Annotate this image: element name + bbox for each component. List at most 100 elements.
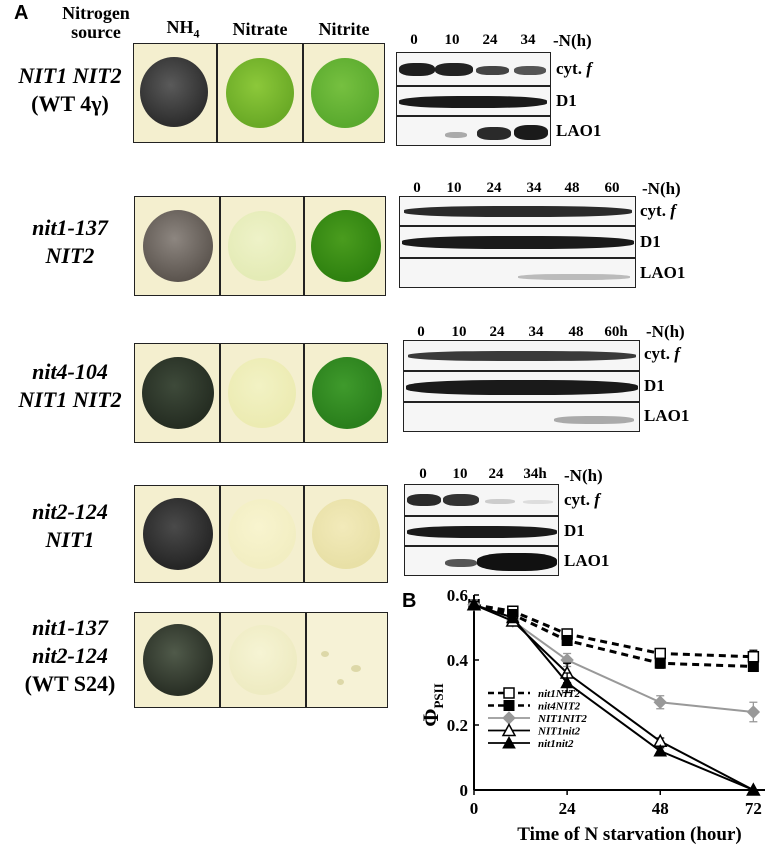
- nitrogen-header-line1: Nitrogen: [62, 3, 130, 23]
- plate-row4-nitrate: [220, 485, 304, 583]
- cytf-label-row4: cyt. f: [564, 490, 600, 510]
- x-tick-label: 24: [559, 799, 577, 818]
- cytf-prefix: cyt.: [556, 59, 587, 78]
- nitrite-column-header: Nitrite: [318, 19, 370, 39]
- x-tick-label: 0: [470, 799, 479, 818]
- series-line-nit1nit2: [473, 603, 754, 791]
- timepoint-row3-0: 0: [417, 324, 425, 340]
- strain-row2-line1: nit1-137: [32, 215, 108, 240]
- lao1-label-row2: LAO1: [640, 263, 686, 282]
- strain-row5-line3: (WT S24): [24, 671, 116, 696]
- y-tick-label: 0.2: [447, 716, 468, 735]
- colony-row3-nitrate: [228, 358, 296, 428]
- time-unit-row4: -N(h): [564, 466, 603, 485]
- timepoint-row4-0: 0: [419, 466, 427, 482]
- strain-row5-line1: nit1-137: [32, 615, 108, 640]
- timepoint-row2-2: 24: [486, 180, 502, 196]
- timepoint-row3-2: 24: [489, 324, 505, 340]
- time-unit-row1: -N(h): [553, 31, 592, 50]
- x-tick-label: 48: [652, 799, 669, 818]
- band: [476, 66, 509, 75]
- colony-row1-nh4: [140, 57, 208, 127]
- plate-row2-nitrate: [220, 196, 304, 296]
- blot-row2-cytf: [399, 196, 636, 226]
- strain-row4-line1: nit2-124: [32, 499, 108, 524]
- lao1-label-row1: LAO1: [556, 121, 602, 140]
- time-unit-row2: -N(h): [642, 179, 681, 198]
- colony-row3-nitrite: [312, 357, 382, 429]
- series-line-NIT1nit2: [473, 603, 754, 791]
- band: [399, 96, 547, 108]
- y-tick-label: 0.4: [447, 651, 469, 670]
- plate-row2-nitrite: [304, 196, 386, 296]
- blot-row2-d1: [399, 226, 636, 258]
- strain-label-row4: nit2-124 NIT1: [2, 498, 138, 554]
- timepoint-row3-5: 60h: [604, 324, 628, 340]
- plate-row1-nitrite: [303, 43, 385, 143]
- timepoint-row2-5: 60: [604, 180, 620, 196]
- strain-row4-line2: NIT1: [45, 527, 95, 552]
- blot-row4-cytf: [404, 484, 559, 516]
- blot-row1-lao1: [396, 116, 551, 146]
- blot-row3-lao1: [403, 402, 640, 432]
- timepoint-row4-3: 34h: [523, 466, 547, 482]
- timepoint-row1-1: 10: [444, 32, 460, 48]
- lao1-label-row3: LAO1: [644, 406, 690, 425]
- legend-marker-nit1NIT2: [503, 687, 515, 699]
- plate-row4-nitrite: [304, 485, 388, 583]
- cytf-italic: f: [674, 344, 680, 363]
- x-axis-label: Time of N starvation (hour): [517, 824, 741, 845]
- nh4-base: NH: [166, 17, 194, 37]
- strain-row1-line2: (WT 4γ): [31, 91, 109, 116]
- nh4-subscript: 4: [193, 26, 200, 41]
- d1-label-row4: D1: [564, 521, 585, 540]
- data-point-nit4NIT2: [747, 661, 759, 672]
- plate-row1-nh4: [133, 43, 217, 143]
- colony-row1-nitrate: [226, 58, 294, 128]
- colony-row1-nitrite: [311, 58, 379, 128]
- timepoint-row1-0: 0: [410, 32, 418, 48]
- data-point-nit1nit2: [653, 743, 668, 757]
- colony-row5-nh4: [143, 624, 213, 696]
- strain-label-row1: NIT1 NIT2 (WT 4γ): [2, 62, 138, 118]
- data-point-nit1nit2: [505, 610, 520, 624]
- legend-label-nit1nit2: nit1nit2: [538, 738, 574, 750]
- band: [514, 125, 548, 140]
- band: [435, 63, 473, 76]
- legend-marker-NIT1nit2: [501, 722, 517, 737]
- plate-row5-nitrite: [306, 612, 388, 708]
- blot-row1-d1: [396, 86, 551, 116]
- plate-row3-nitrite: [304, 343, 388, 443]
- colony-row4-nitrate: [228, 499, 296, 569]
- lao1-label-row4: LAO1: [564, 551, 610, 570]
- strain-row3-line1: nit4-104: [32, 359, 108, 384]
- plate-row3-nh4: [134, 343, 220, 443]
- strain-label-row5: nit1-137 nit2-124 (WT S24): [2, 614, 138, 698]
- strain-row2-line2: NIT2: [45, 243, 95, 268]
- colony-row4-nitrite: [312, 499, 380, 569]
- blot-row2-lao1: [399, 258, 636, 288]
- blot-row1-cytf: [396, 52, 551, 86]
- data-point-NIT1NIT2: [746, 705, 761, 719]
- plate-row2-nh4: [134, 196, 220, 296]
- data-point-nit1NIT2: [747, 651, 760, 663]
- plate-row1-nitrate: [217, 43, 303, 143]
- x-tick-label: 72: [745, 799, 762, 818]
- plate-row3-nitrate: [220, 343, 304, 443]
- timepoint-row2-1: 10: [446, 180, 462, 196]
- data-point-nit1NIT2: [654, 647, 666, 660]
- blot-row4-d1: [404, 516, 559, 546]
- band: [514, 66, 546, 75]
- data-point-nit4NIT2: [561, 635, 573, 646]
- colony-row2-nh4: [143, 210, 213, 282]
- band: [554, 416, 634, 424]
- strain-row3-line2: NIT1 NIT2: [18, 387, 122, 412]
- blot-row4-lao1: [404, 546, 559, 576]
- cytf-label-row2: cyt. f: [640, 201, 676, 221]
- legend-label-NIT1NIT2: NIT1NIT2: [537, 713, 587, 725]
- y-tick-label: 0: [460, 781, 469, 800]
- legend-label-NIT1nit2: NIT1nit2: [537, 726, 581, 738]
- timepoint-row1-2: 24: [482, 32, 498, 48]
- colony-speck: [337, 679, 344, 685]
- colony-speck: [321, 651, 329, 657]
